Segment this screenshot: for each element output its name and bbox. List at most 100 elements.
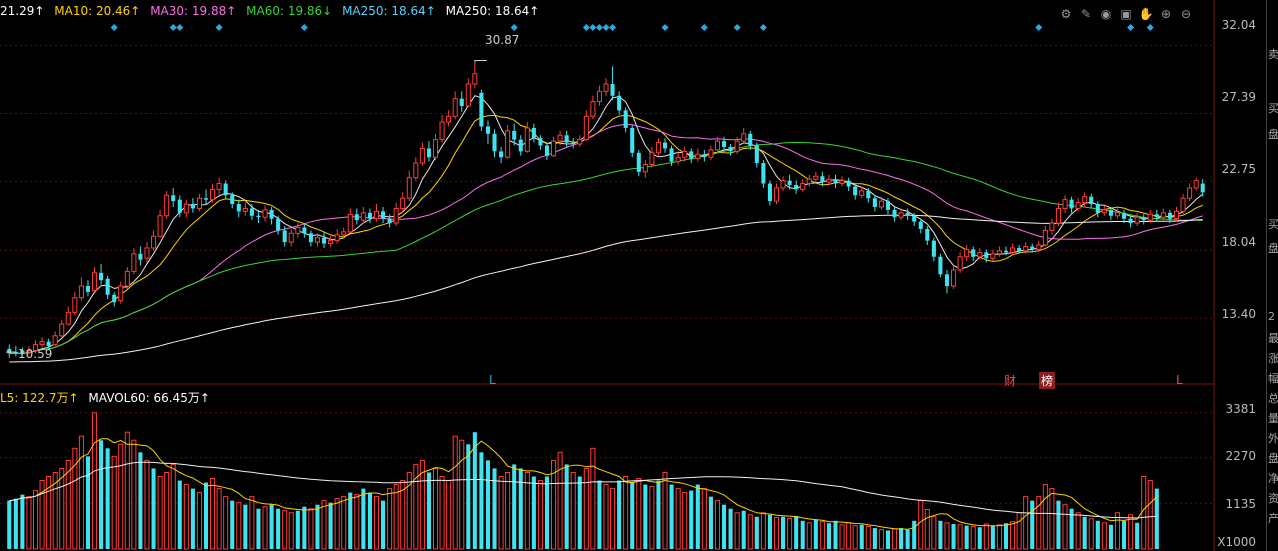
ma30-line bbox=[9, 123, 1203, 354]
volume-bar bbox=[781, 516, 786, 549]
volume-bar bbox=[32, 490, 39, 550]
hand-icon[interactable]: ✋ bbox=[1138, 7, 1154, 21]
candle-body bbox=[118, 285, 124, 302]
info-diamond-icon bbox=[1127, 24, 1135, 31]
volume-bar bbox=[400, 480, 406, 550]
volume-bar bbox=[124, 431, 130, 550]
candle-body bbox=[26, 349, 32, 353]
volume-bar bbox=[99, 440, 104, 549]
volume-bar bbox=[951, 524, 956, 549]
candle-body bbox=[1193, 180, 1199, 189]
volume-bar bbox=[321, 500, 327, 550]
side-panel-text: 盘 bbox=[1268, 128, 1278, 141]
price-tick: 18.04 bbox=[1221, 235, 1256, 249]
volume-bar bbox=[269, 504, 274, 549]
volume-bar bbox=[760, 512, 766, 550]
event-marker[interactable]: 财 bbox=[1004, 374, 1017, 388]
candle-body bbox=[20, 350, 25, 354]
volume-bar bbox=[46, 476, 52, 550]
candle-body bbox=[393, 207, 399, 224]
candle-body bbox=[1114, 212, 1121, 217]
volume-bar bbox=[505, 471, 511, 550]
ma250a-label: MA250: 18.64↑ bbox=[342, 4, 436, 18]
volume-bar bbox=[649, 486, 655, 550]
gear-icon[interactable]: ⚙ bbox=[1060, 7, 1072, 21]
zoom-in-icon[interactable]: ⊕ bbox=[1160, 7, 1172, 21]
candle-body bbox=[918, 221, 923, 229]
volume-bar bbox=[852, 525, 858, 550]
zoom-out-icon[interactable]: ⊖ bbox=[1180, 7, 1192, 21]
volume-bar bbox=[806, 522, 812, 550]
candle-body bbox=[820, 176, 825, 183]
volume-bar bbox=[479, 452, 484, 549]
volume-bar bbox=[741, 510, 746, 549]
volume-bar bbox=[1075, 512, 1081, 550]
candle-body bbox=[269, 209, 274, 219]
volume-legend: L5: 122.7万↑ MAVOL60: 66.45万↑ bbox=[0, 389, 216, 405]
candle-body bbox=[46, 341, 51, 347]
candle-body bbox=[295, 226, 301, 234]
candle-body bbox=[702, 154, 707, 158]
volume-bar bbox=[183, 484, 189, 550]
volume-bar bbox=[938, 520, 943, 549]
candle-body bbox=[7, 348, 12, 354]
volume-bar bbox=[630, 482, 635, 549]
box-icon[interactable]: ▣ bbox=[1120, 7, 1132, 21]
event-marker[interactable]: 榜 bbox=[1039, 372, 1056, 389]
pencil-icon[interactable]: ✎ bbox=[1080, 7, 1092, 21]
volume-bar bbox=[1030, 500, 1035, 549]
volume-bar bbox=[59, 467, 65, 550]
candle-body bbox=[465, 83, 471, 107]
candle-body bbox=[964, 248, 970, 258]
volume-bar bbox=[210, 478, 216, 550]
candle-body bbox=[85, 286, 90, 292]
volume-bar bbox=[26, 496, 32, 550]
candle-body bbox=[78, 285, 84, 299]
volume-bar bbox=[872, 528, 877, 549]
candle-body bbox=[722, 141, 727, 147]
volume-bar bbox=[701, 488, 707, 550]
ma5-line bbox=[9, 95, 1204, 354]
volume-bar bbox=[957, 524, 963, 550]
volume-bar bbox=[1036, 496, 1042, 550]
volume-bar bbox=[249, 496, 255, 550]
last-price-label: 21.29↑ bbox=[0, 4, 45, 18]
candle-body bbox=[925, 228, 930, 241]
candle-body bbox=[892, 209, 897, 218]
candle-body bbox=[262, 209, 268, 218]
volume-bar bbox=[151, 468, 156, 549]
volume-bar bbox=[846, 522, 852, 550]
candle-body bbox=[314, 237, 321, 243]
volume-bar bbox=[518, 468, 523, 549]
volume-bar bbox=[426, 472, 431, 549]
candle-body bbox=[1049, 222, 1055, 231]
candle-body bbox=[1089, 196, 1094, 205]
chart-toolbar: ⚙ ✎ ◉ ▣ ✋ ⊕ ⊖ bbox=[1058, 6, 1194, 24]
event-marker[interactable]: L bbox=[1176, 373, 1183, 387]
candle-body bbox=[65, 311, 71, 325]
volume-bar bbox=[708, 496, 713, 549]
info-diamond-icon bbox=[510, 24, 518, 31]
volume-bar bbox=[617, 480, 622, 549]
volume-bar bbox=[865, 525, 871, 550]
candle-body bbox=[538, 138, 543, 146]
candle-body bbox=[288, 232, 294, 243]
candle-body bbox=[216, 183, 222, 190]
candle-body bbox=[282, 230, 287, 243]
event-marker[interactable]: L bbox=[489, 373, 496, 387]
candle-body bbox=[846, 180, 851, 187]
candle-body bbox=[105, 278, 110, 295]
volume-bar bbox=[446, 480, 452, 550]
candle-body bbox=[859, 190, 865, 196]
info-diamond-icon bbox=[1146, 24, 1154, 31]
candle-body bbox=[479, 92, 484, 127]
candle-body bbox=[360, 212, 366, 221]
eye-icon[interactable]: ◉ bbox=[1100, 7, 1112, 21]
candle-body bbox=[649, 152, 655, 166]
candle-body bbox=[151, 235, 157, 249]
candle-body bbox=[1023, 246, 1029, 252]
volume-bar bbox=[669, 484, 674, 549]
volume-bar bbox=[203, 482, 209, 549]
price-tick: 27.39 bbox=[1221, 90, 1256, 104]
candle-body bbox=[872, 198, 877, 207]
